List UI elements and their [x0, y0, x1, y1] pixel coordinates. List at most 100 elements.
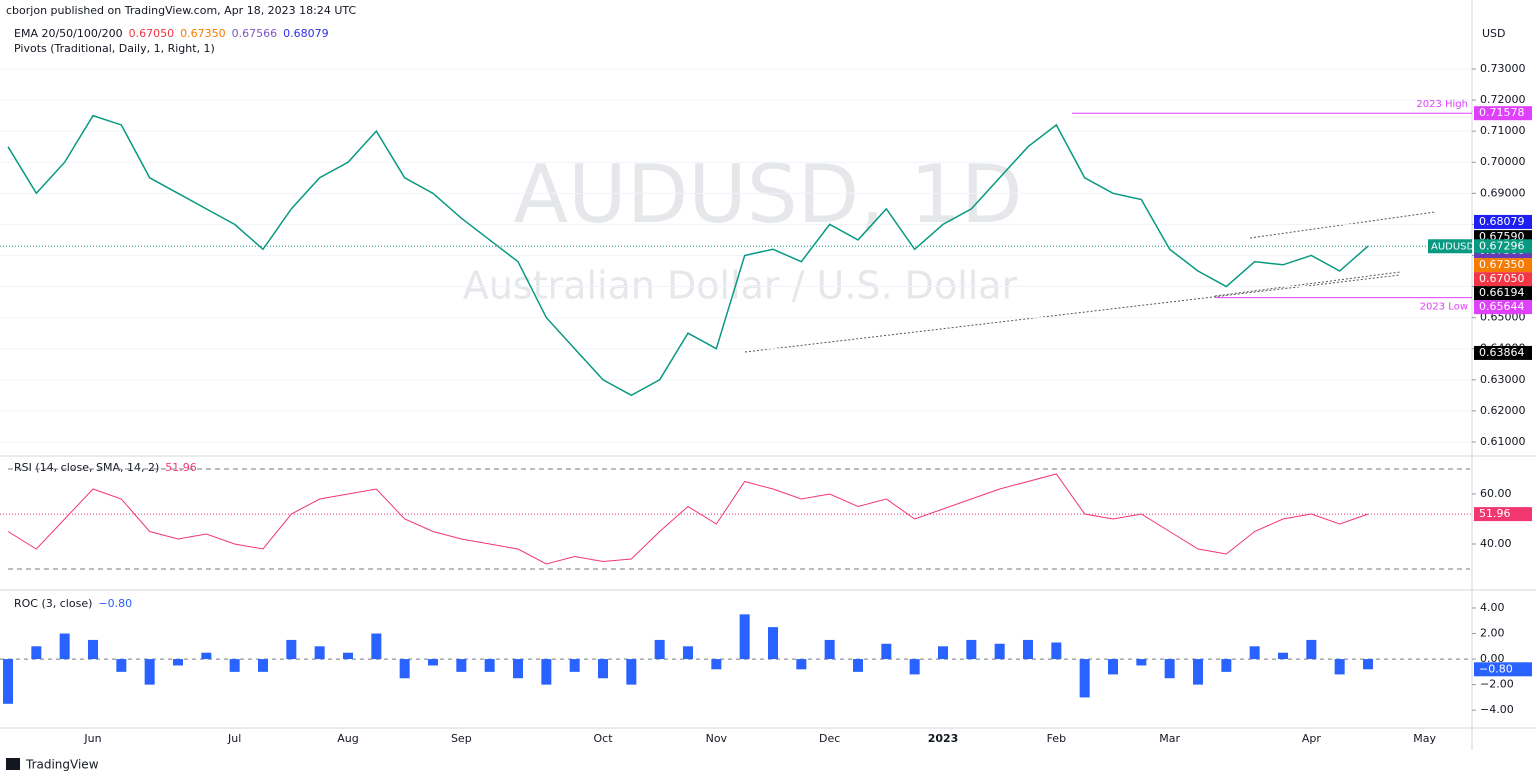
price-label-box: [1474, 106, 1532, 121]
bar: [1363, 659, 1373, 670]
ema-value: 0.67566: [232, 27, 278, 40]
bar: [739, 614, 750, 660]
bar: [966, 639, 977, 660]
trend-line: [1249, 211, 1436, 239]
price-label-text: 0.65644: [1479, 300, 1525, 313]
bar: [711, 659, 722, 670]
price-label-box: [1474, 272, 1532, 287]
price-label-text: 0.71578: [1479, 106, 1525, 119]
price-line: [7, 114, 1369, 397]
rsi-value: 51.96: [165, 461, 197, 474]
y-tick-label: 0.71000: [1480, 124, 1526, 137]
x-tick-label: 2023: [928, 732, 959, 745]
bar: [1108, 659, 1118, 675]
price-label-box: [1474, 258, 1532, 273]
trend-line: [1214, 271, 1401, 297]
bar: [1221, 659, 1232, 672]
y-tick-label: 0.63000: [1480, 373, 1526, 386]
x-tick-label: Nov: [706, 732, 728, 745]
x-tick-label: Oct: [593, 732, 613, 745]
y-tick-label: −2.00: [1480, 678, 1514, 691]
bar: [1136, 659, 1147, 666]
bar: [286, 639, 297, 660]
bar: [456, 659, 467, 672]
y-tick-label: 0.69000: [1480, 186, 1526, 199]
bar: [938, 646, 948, 660]
price-label-text: 0.68079: [1479, 215, 1525, 228]
bar: [1079, 659, 1090, 698]
bar: [853, 659, 863, 672]
price-label-text: 0.66194: [1479, 286, 1525, 299]
price-label-box: [1474, 214, 1532, 229]
bar: [683, 646, 693, 660]
pivots-legend: Pivots (Traditional, Daily, 1, Right, 1): [14, 42, 215, 55]
y-tick-label: 4.00: [1480, 601, 1505, 614]
x-tick-label: Feb: [1047, 732, 1066, 745]
x-tick-label: Aug: [337, 732, 358, 745]
published: cborjon published on TradingView.com, Ap…: [6, 4, 356, 17]
bar: [314, 646, 325, 660]
price-label-box: [1474, 345, 1532, 360]
rsi-label-box: [1474, 507, 1532, 522]
bar: [768, 627, 778, 660]
y-tick-label: 0.70000: [1480, 155, 1526, 168]
x-tick-label: Mar: [1159, 732, 1180, 745]
watermark: AUDUSD, 1D: [513, 148, 1022, 241]
x-tick-label: Apr: [1302, 732, 1322, 745]
bar: [569, 659, 580, 672]
level-note: 2023 Low: [1420, 302, 1468, 313]
bar: [881, 643, 892, 660]
x-tick-label: Sep: [451, 732, 472, 745]
roc-value: −0.80: [98, 597, 132, 610]
y-tick-label: −4.00: [1480, 703, 1514, 716]
bar: [541, 659, 552, 685]
y-tick-label: 0.73000: [1480, 62, 1526, 75]
bar: [626, 659, 637, 685]
x-tick-label: Jul: [227, 732, 241, 745]
rsi-label-text: 51.96: [1479, 507, 1511, 520]
bar: [31, 646, 42, 660]
bar: [513, 659, 523, 679]
bar: [59, 633, 70, 660]
y-tick-label: 0.72000: [1480, 93, 1526, 106]
bar: [1306, 639, 1317, 660]
price-label-text: 0.63864: [1479, 346, 1525, 359]
bar: [824, 639, 835, 660]
bar: [428, 659, 438, 666]
bar: [144, 659, 155, 685]
y-tick-label: 0.61000: [1480, 435, 1526, 448]
footer: TradingView: [25, 758, 99, 772]
last-price-box: [1474, 239, 1532, 254]
bar: [3, 659, 13, 704]
bar: [343, 652, 353, 660]
price-label-box: [1474, 286, 1532, 301]
roc-title: ROC (3, close): [14, 597, 92, 610]
x-tick-label: Jun: [83, 732, 101, 745]
logo: [6, 758, 20, 770]
ema-legend: EMA 20/50/100/200: [14, 27, 123, 40]
currency: USD: [1482, 27, 1506, 40]
series-tag: [1428, 239, 1472, 254]
bar: [258, 659, 268, 672]
price-label-box: [1474, 300, 1532, 315]
bar: [994, 643, 1005, 660]
level-note: 2023 High: [1416, 99, 1468, 110]
bar: [399, 659, 410, 679]
y-tick-label: 0.00: [1480, 652, 1505, 665]
indicator-line: [7, 473, 1369, 565]
price-label-text: 0.67350: [1479, 258, 1525, 271]
bar: [371, 633, 382, 660]
x-tick-label: May: [1413, 732, 1436, 745]
series-name: AUDUSD: [1431, 241, 1475, 252]
rsi-title: RSI (14, close, SMA, 14, 2): [14, 461, 159, 474]
ema-value: 0.68079: [283, 27, 329, 40]
y-tick-label: 0.62000: [1480, 404, 1526, 417]
bar: [1023, 639, 1033, 660]
last-price-text: 0.67296: [1479, 239, 1525, 252]
trend-line: [744, 274, 1401, 353]
y-tick-label: 60.00: [1480, 487, 1512, 500]
bar: [201, 652, 212, 660]
y-tick-label: 40.00: [1480, 537, 1512, 550]
y-tick-label: 2.00: [1480, 627, 1505, 640]
